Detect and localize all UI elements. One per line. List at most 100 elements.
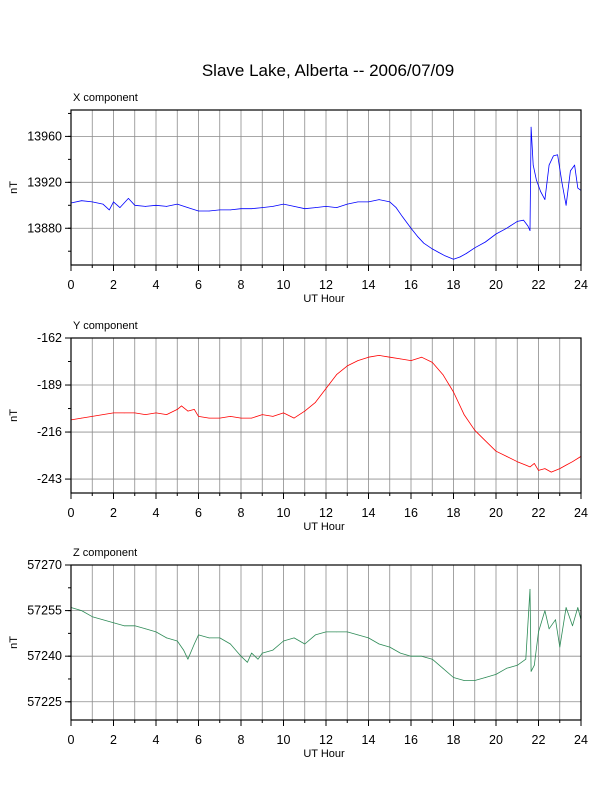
data-point (368, 201, 369, 203)
x-tick-label: 20 (489, 278, 503, 292)
data-point (368, 637, 369, 639)
data-point (187, 410, 189, 412)
data-point (346, 631, 348, 633)
data-point (272, 649, 274, 651)
y-tick-label: -216 (37, 425, 62, 439)
data-point (485, 241, 486, 243)
y-axis-label: nT (8, 409, 20, 422)
data-point (176, 640, 178, 642)
data-point (559, 468, 561, 469)
data-point (378, 355, 380, 356)
data-point (357, 634, 359, 636)
data-point (240, 417, 242, 419)
data-point (572, 625, 573, 627)
data-point (219, 417, 221, 419)
data-point (395, 207, 397, 208)
x-tick-label: 24 (574, 506, 588, 520)
data-point (561, 182, 563, 183)
data-point (91, 201, 93, 203)
data-point (555, 619, 556, 621)
data-point (417, 235, 418, 237)
data-point (357, 360, 359, 361)
data-point (442, 668, 444, 669)
x-tick-label: 0 (68, 278, 75, 292)
data-point (557, 154, 558, 156)
data-point (577, 187, 579, 189)
data-point (565, 204, 567, 206)
data-point (187, 658, 189, 660)
x-tick-label: 22 (532, 506, 546, 520)
data-point (389, 201, 391, 203)
x-axis-label: UT Hour (303, 521, 345, 533)
x-tick-label: 18 (447, 506, 461, 520)
x-tick-label: 8 (238, 733, 245, 747)
x-axis-label: UT Hour (303, 293, 345, 305)
data-point (166, 414, 167, 415)
x-tick-label: 6 (195, 506, 202, 520)
data-point (336, 374, 337, 375)
data-point (304, 208, 306, 210)
x-tick-label: 20 (489, 733, 503, 747)
data-point (442, 374, 444, 375)
data-point (198, 210, 199, 212)
data-point (240, 208, 242, 210)
data-point (325, 206, 327, 207)
y-tick-label: -162 (37, 331, 62, 345)
data-point (257, 658, 259, 660)
data-point (193, 643, 195, 645)
data-point (368, 356, 369, 358)
data-point (516, 221, 518, 222)
x-tick-label: 22 (532, 733, 546, 747)
data-point (119, 207, 121, 208)
panel-label: Y component (73, 320, 138, 332)
data-point (400, 358, 401, 360)
data-point (431, 248, 433, 250)
data-point (123, 625, 125, 627)
y-axis-label: nT (8, 181, 20, 194)
x-tick-label: 16 (404, 733, 418, 747)
data-point (529, 230, 531, 231)
panel-label: Z component (73, 547, 137, 559)
data-point (113, 201, 114, 203)
data-point (108, 209, 110, 211)
data-point (544, 610, 546, 611)
data-point (463, 680, 465, 681)
data-point (378, 199, 380, 200)
data-point (145, 628, 146, 630)
data-point (533, 664, 535, 666)
data-point (102, 414, 104, 415)
data-point (485, 677, 486, 678)
data-point (283, 203, 284, 205)
data-point (261, 207, 263, 208)
data-point (544, 199, 546, 200)
data-point (230, 416, 231, 417)
x-tick-label: 16 (404, 278, 418, 292)
data-point (548, 628, 550, 630)
data-point (134, 412, 136, 414)
x-tick-label: 8 (238, 278, 245, 292)
y-tick-label: -189 (37, 378, 62, 392)
data-point (145, 206, 146, 207)
data-point (251, 652, 252, 654)
data-point (559, 646, 561, 648)
data-point (378, 643, 380, 645)
data-point (532, 164, 534, 166)
data-point (102, 203, 104, 205)
data-point (357, 201, 359, 203)
data-point (198, 416, 199, 417)
data-point (577, 607, 579, 608)
data-point (527, 225, 529, 227)
data-point (187, 207, 189, 208)
data-point (465, 253, 467, 254)
x-tick-label: 0 (68, 506, 75, 520)
x-tick-label: 6 (195, 733, 202, 747)
data-point (208, 210, 210, 212)
data-point (544, 468, 546, 469)
data-point (91, 416, 93, 417)
x-tick-label: 4 (153, 506, 160, 520)
x-tick-label: 8 (238, 506, 245, 520)
x-tick-label: 24 (574, 733, 588, 747)
data-point (251, 208, 252, 210)
data-point (166, 206, 167, 207)
